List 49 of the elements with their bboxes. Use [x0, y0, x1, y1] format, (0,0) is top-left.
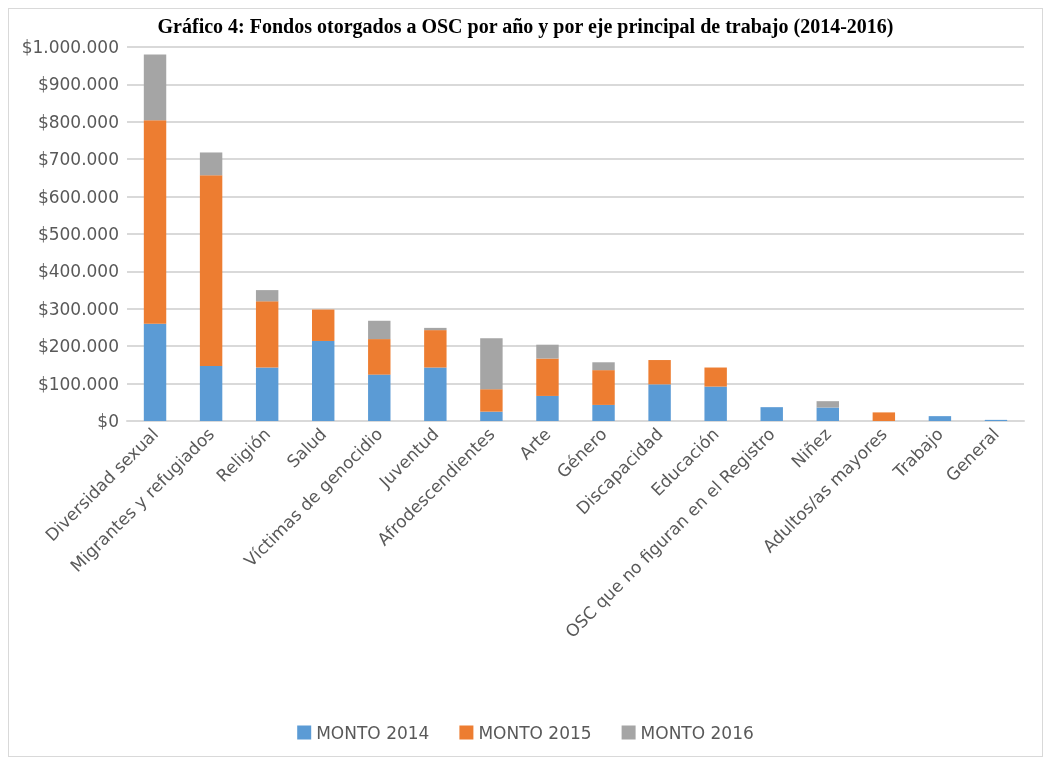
bar	[255, 301, 279, 368]
bar	[424, 367, 447, 421]
bar	[143, 323, 167, 421]
y-tick-label: $800.000	[37, 111, 119, 132]
y-tick-label: $300.000	[37, 298, 119, 319]
bar	[312, 340, 335, 421]
bar	[199, 366, 223, 421]
y-tick-label: $100.000	[37, 373, 119, 394]
y-tick-label: $700.000	[37, 149, 119, 170]
bar	[312, 309, 335, 341]
y-tick-label: $600.000	[37, 186, 119, 207]
chart-title: Gráfico 4: Fondos otorgados a OSC por año y por eje principal de trabajo (2014-2016)	[157, 15, 894, 38]
bar	[536, 344, 559, 359]
bar	[648, 384, 671, 421]
bar	[648, 360, 671, 385]
bar	[536, 395, 559, 421]
legend-label: MONTO 2014	[316, 722, 430, 743]
bar	[255, 290, 279, 302]
bar	[592, 404, 615, 421]
bar	[816, 401, 839, 408]
bar	[368, 320, 391, 340]
bar	[199, 152, 223, 176]
legend-label: MONTO 2015	[478, 722, 592, 743]
bar	[872, 412, 896, 421]
bar	[760, 407, 783, 421]
bar	[816, 407, 839, 421]
y-tick-label: $400.000	[37, 261, 119, 282]
bar	[480, 411, 503, 421]
bar	[143, 54, 167, 121]
bar	[424, 330, 447, 368]
bar	[480, 338, 503, 390]
y-tick-label: $200.000	[37, 336, 119, 357]
bar	[424, 327, 447, 331]
y-tick-label: $1.000.000	[21, 37, 119, 57]
bar	[368, 374, 391, 421]
bar	[928, 416, 952, 421]
bar	[143, 120, 167, 324]
bar	[255, 367, 279, 421]
y-tick-label: $900.000	[37, 74, 119, 95]
bar	[199, 175, 223, 367]
bar	[536, 358, 559, 396]
bar	[704, 386, 727, 421]
bar	[368, 339, 391, 375]
bar	[592, 370, 615, 405]
legend-label: MONTO 2016	[640, 722, 754, 743]
bar	[480, 389, 503, 412]
bar	[592, 362, 615, 371]
bar	[704, 367, 727, 387]
y-tick-label: $500.000	[37, 224, 119, 244]
